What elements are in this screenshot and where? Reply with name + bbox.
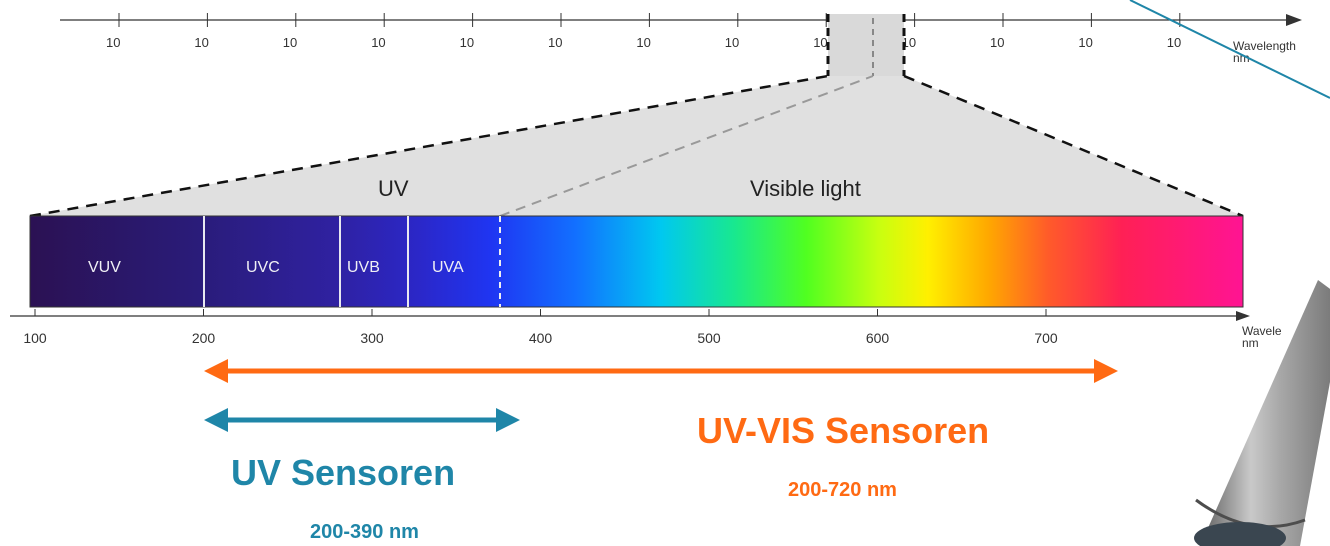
top-scale-tick-label: 10 — [725, 35, 739, 50]
uvvis-range-arrow — [204, 359, 1118, 383]
top-scale-tick-label: 10 — [1078, 35, 1092, 50]
zoom-uv-visible-divider — [499, 75, 874, 217]
top-scale-tick-label: 10 — [813, 35, 827, 50]
band-label-uvc: UVC — [246, 259, 280, 276]
top-axis-arrowhead — [1286, 14, 1302, 26]
uvvis-sensor-range: 200-720 nm — [788, 479, 897, 501]
band-label-vuv: VUV — [88, 259, 121, 276]
uv-arrowhead-right — [496, 408, 520, 432]
top-scale-tick-label: 10 — [548, 35, 562, 50]
top-scale-tick-label: 10 — [636, 35, 650, 50]
bottom-scale-tick-label: 700 — [1034, 330, 1058, 346]
zoom-window — [828, 14, 904, 76]
top-wavelength-scale: 10 10 10 10 10 10 10 10 10 10 10 10 10 Wavelength nm — [60, 13, 1302, 65]
top-scale-tick-label: 10 — [371, 35, 385, 50]
band-label-uvb: UVB — [347, 259, 380, 276]
top-scale-tick-label: 10 — [460, 35, 474, 50]
top-scale-tick-label: 10 — [990, 35, 1004, 50]
visible-light-label: Visible light — [750, 176, 861, 201]
bottom-scale-tick-label: 200 — [192, 330, 216, 346]
uv-arrowhead-left — [204, 408, 228, 432]
band-label-uva: UVA — [432, 259, 464, 276]
top-scale-tick-label: 10 — [1167, 35, 1181, 50]
bottom-scale-tick-label: 600 — [866, 330, 890, 346]
top-scale-tick-label: 10 — [106, 35, 120, 50]
uv-region-label: UV — [378, 176, 409, 201]
bottom-scale-tick-label: 300 — [360, 330, 384, 346]
bottom-unit-label: Wavele — [1242, 324, 1282, 338]
uv-sensor-title: UV Sensoren — [231, 452, 456, 493]
probe-body — [1200, 280, 1330, 546]
bottom-wavelength-scale: 100 200 300 400 500 600 700 Wavele nm — [10, 309, 1282, 350]
bottom-scale-tick-label: 100 — [23, 330, 47, 346]
bottom-axis-arrowhead — [1236, 311, 1250, 321]
bottom-scale-tick-label: 500 — [697, 330, 721, 346]
bottom-scale-tick-label: 400 — [529, 330, 553, 346]
bottom-unit-nm-label: nm — [1242, 336, 1259, 350]
probe-lens — [1194, 522, 1286, 546]
probe-cable — [1129, 0, 1330, 99]
top-scale-tick-label: 10 — [194, 35, 208, 50]
zoom-projection — [30, 76, 1243, 216]
spectrum-bar — [29, 215, 1244, 308]
uvvis-sensor-title: UV-VIS Sensoren — [697, 410, 990, 451]
uv-sensor-range: 200-390 nm — [310, 521, 419, 543]
uvvis-arrowhead-right — [1094, 359, 1118, 383]
zoom-left-edge — [29, 74, 829, 218]
sensor-probe-image — [1194, 280, 1330, 546]
top-unit-label: Wavelength — [1233, 39, 1296, 53]
uv-range-arrow — [204, 408, 520, 432]
zoom-right-edge — [903, 74, 1244, 218]
zoom-window-edges — [826, 14, 906, 76]
uvvis-arrowhead-left — [204, 359, 228, 383]
top-unit-nm-label: nm — [1233, 51, 1250, 65]
top-scale-tick-label: 10 — [283, 35, 297, 50]
